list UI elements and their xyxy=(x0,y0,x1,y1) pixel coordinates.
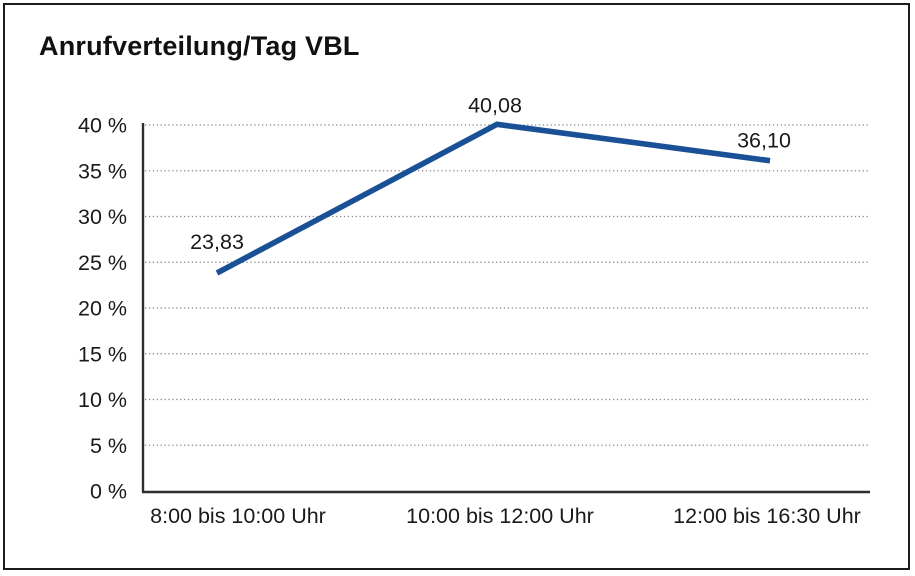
axes-group xyxy=(141,123,870,494)
y-axis-tick-label: 15 % xyxy=(78,342,127,366)
data-point-label: 36,10 xyxy=(737,129,791,153)
gridlines-group xyxy=(145,124,870,446)
y-axis-tick-label: 30 % xyxy=(78,205,127,229)
y-axis-tick-label: 25 % xyxy=(78,251,127,275)
y-axis-tick-label: 40 % xyxy=(78,114,127,138)
y-axis-tick-label: 5 % xyxy=(90,434,127,458)
y-axis-tick-label: 10 % xyxy=(78,388,127,412)
chart-title: Anrufverteilung/Tag VBL xyxy=(39,31,360,61)
y-axis-tick-label: 20 % xyxy=(78,297,127,321)
series-line xyxy=(215,121,771,276)
data-point-labels: 23,83 40,08 36,10 xyxy=(190,93,791,254)
chart-frame xyxy=(3,3,910,570)
x-axis-tick-label: 10:00 bis 12:00 Uhr xyxy=(406,504,594,528)
y-axis-tick-labels: 0 % 5 % 10 % 15 % 20 % 25 % 30 % 35 % 40 % xyxy=(78,114,127,504)
y-axis-tick-label: 0 % xyxy=(90,480,127,504)
y-axis-tick-label: 35 % xyxy=(78,159,127,183)
x-axis-tick-label: 8:00 bis 10:00 Uhr xyxy=(150,504,326,528)
data-series-line xyxy=(215,121,771,276)
x-axis-tick-labels: 8:00 bis 10:00 Uhr 10:00 bis 12:00 Uhr 12:… xyxy=(150,504,861,528)
data-point-label: 40,08 xyxy=(468,93,522,117)
data-point-label: 23,83 xyxy=(190,230,244,254)
x-axis-tick-label: 12:00 bis 16:30 Uhr xyxy=(673,504,861,528)
